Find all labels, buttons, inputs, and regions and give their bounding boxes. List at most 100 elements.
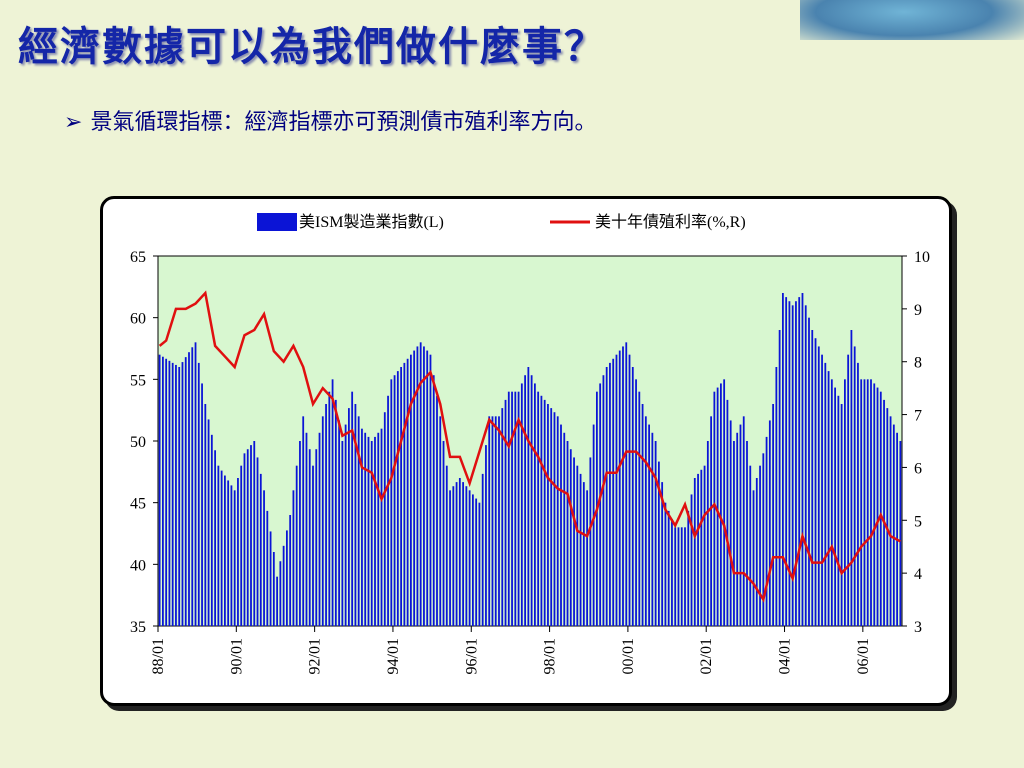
ism-bar <box>348 408 350 626</box>
ism-bar <box>210 434 213 626</box>
ism-bar <box>308 449 311 626</box>
ism-bar <box>599 383 602 626</box>
legend-label-yield: 美十年債殖利率(%,R) <box>595 213 746 231</box>
ism-bar <box>214 450 216 626</box>
ism-bar <box>547 404 549 626</box>
y-left-tick-label: 60 <box>130 311 146 328</box>
ism-bar <box>178 367 181 626</box>
ism-bar <box>292 490 295 626</box>
ism-bar <box>687 510 690 626</box>
ism-bar <box>331 379 334 626</box>
ism-bar <box>876 387 879 626</box>
ism-bar <box>635 379 637 626</box>
ism-bar <box>315 449 318 626</box>
ism-bar <box>579 473 582 626</box>
ism-bar <box>896 432 898 626</box>
ism-bar <box>824 362 827 626</box>
ism-bar <box>615 354 618 626</box>
ism-bar <box>625 342 628 626</box>
ism-bar <box>276 576 278 626</box>
ism-bar <box>720 383 722 626</box>
ism-bar <box>671 519 673 626</box>
ism-bar <box>537 391 540 626</box>
x-tick-label: 92/01 <box>307 638 324 674</box>
ism-bar <box>746 441 748 626</box>
ism-bar <box>605 367 608 626</box>
bullet-point: ➢ 景氣循環指標：經濟指標亦可預測債市殖利率方向。 <box>64 104 596 136</box>
y-left-tick-label: 50 <box>130 434 146 451</box>
ism-bar <box>374 436 376 626</box>
ism-bar <box>439 416 442 626</box>
ism-bar <box>468 490 471 626</box>
ism-bar <box>504 399 507 626</box>
ism-bar <box>866 379 869 626</box>
ism-bar <box>286 530 288 626</box>
ism-bar <box>341 441 344 626</box>
ism-bar <box>494 416 497 626</box>
ism-bar <box>765 436 768 626</box>
ism-bar <box>573 457 575 626</box>
ism-bar <box>736 432 739 626</box>
ism-bar <box>272 552 275 626</box>
ism-bar <box>204 404 207 626</box>
ism-bar <box>230 485 233 626</box>
ism-bar <box>165 358 168 626</box>
ism-bar <box>168 360 171 626</box>
ism-bar <box>442 441 445 626</box>
ism-bar <box>830 379 833 626</box>
ism-bar <box>507 391 510 626</box>
ism-bar <box>217 465 220 626</box>
ism-bar <box>733 441 735 626</box>
ism-bar <box>250 445 252 626</box>
ism-bar <box>220 470 223 626</box>
ism-bar <box>416 346 419 626</box>
ism-bar <box>380 428 383 626</box>
ism-bar <box>788 301 791 626</box>
ism-bar <box>857 362 859 626</box>
ism-bar <box>892 424 895 626</box>
ism-bar <box>821 354 823 626</box>
ism-bar <box>263 490 265 626</box>
ism-bar <box>641 404 644 626</box>
ism-bar <box>282 545 285 626</box>
ism-bar <box>674 527 677 626</box>
chart-frame: 美ISM製造業指數(L) 美十年債殖利率(%,R) 35 40 45 50 55 60 65… <box>100 196 952 706</box>
ism-bar <box>713 391 716 626</box>
ism-bar <box>207 419 210 626</box>
y-right-tick-label: 10 <box>914 249 930 266</box>
y-left-tick-label: 55 <box>130 372 146 389</box>
slide-title: 經濟數據可以為我們做什麼事？ <box>18 23 606 70</box>
ism-bar <box>664 502 667 626</box>
ism-bar <box>850 330 853 626</box>
ism-bar <box>390 379 393 626</box>
ism-bar <box>560 424 562 626</box>
ism-bar <box>344 424 347 626</box>
y-left-tick-label: 40 <box>130 557 146 574</box>
ism-bar <box>321 416 324 626</box>
y-right-tick-label: 3 <box>914 619 922 636</box>
ism-bar <box>188 352 190 626</box>
ism-bar <box>478 502 481 626</box>
ism-bar <box>530 375 533 626</box>
y-right-tick-label: 8 <box>914 355 922 372</box>
x-tick-label: 06/01 <box>855 638 872 674</box>
ism-bar <box>465 486 468 626</box>
yield-line <box>158 290 901 603</box>
ism-bar <box>651 432 654 626</box>
ism-bar <box>194 342 197 626</box>
ism-bar <box>312 465 314 626</box>
ism-bar <box>814 338 817 626</box>
ism-bar <box>847 354 850 626</box>
ism-bar <box>436 395 438 626</box>
ism-bar <box>801 293 804 626</box>
ism-bar <box>543 399 546 626</box>
ism-bar <box>706 441 709 626</box>
ism-bar <box>772 404 774 626</box>
ism-bar <box>295 465 298 626</box>
ism-bar <box>540 395 543 626</box>
ism-bars <box>158 293 902 626</box>
ism-bar <box>524 375 526 626</box>
ism-bar <box>716 387 719 626</box>
ism-bar <box>690 494 693 626</box>
